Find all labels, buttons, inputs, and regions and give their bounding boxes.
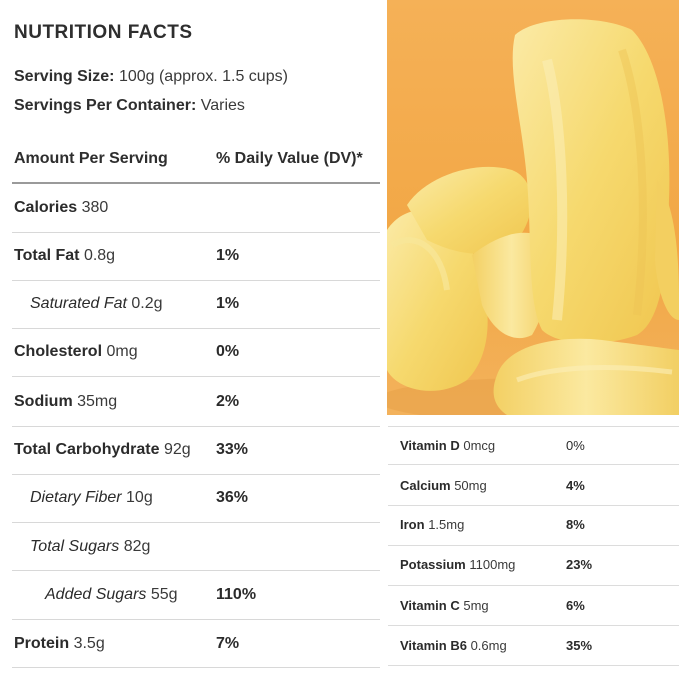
vitamin-divider bbox=[388, 505, 679, 506]
nutrient-name: Total Fat bbox=[14, 247, 80, 264]
nutrient-qty: 0mg bbox=[106, 343, 138, 360]
vitamin-row-vitamin-d: Vitamin D 0mcg bbox=[400, 438, 495, 453]
nutrient-row-dietary-fiber: Dietary Fiber 10g bbox=[30, 489, 153, 507]
nutrient-qty: 0.8g bbox=[83, 247, 116, 264]
vitamin-qty: 0mcg bbox=[463, 438, 496, 453]
nutrient-dv: 33% bbox=[216, 441, 249, 458]
row-divider bbox=[12, 474, 380, 475]
nutrient-name: Added Sugars bbox=[45, 586, 147, 603]
nutrient-name: Saturated Fat bbox=[30, 295, 127, 312]
nutrient-name: Cholesterol bbox=[14, 343, 103, 360]
vitamin-dv: 0% bbox=[566, 438, 585, 453]
vitamin-name: Iron bbox=[400, 517, 425, 532]
vitamin-divider bbox=[388, 464, 679, 465]
nutrient-qty: 82g bbox=[123, 538, 151, 555]
nutrient-qty: 380 bbox=[81, 199, 109, 216]
header-divider bbox=[12, 182, 380, 184]
nutrient-qty: 55g bbox=[150, 586, 178, 603]
serving-size-value: 100g (approx. 1.5 cups) bbox=[118, 68, 288, 85]
vitamin-row-potassium: Potassium 1100mg bbox=[400, 557, 515, 572]
vitamin-name: Vitamin D bbox=[400, 438, 460, 453]
vitamin-dv: 23% bbox=[566, 557, 593, 572]
vitamin-divider bbox=[388, 625, 679, 626]
nutrient-qty: 35mg bbox=[77, 393, 118, 410]
nutrient-row-protein: Protein 3.5g bbox=[14, 635, 105, 653]
nutrient-row-sodium: Sodium 35mg bbox=[14, 393, 117, 411]
row-divider bbox=[12, 376, 380, 377]
nutrient-row-total-fat: Total Fat 0.8g bbox=[14, 247, 115, 265]
row-divider bbox=[12, 280, 380, 281]
row-divider bbox=[12, 570, 380, 571]
row-divider bbox=[12, 328, 380, 329]
serving-size: Serving Size: 100g (approx. 1.5 cups) bbox=[14, 68, 288, 86]
row-divider bbox=[12, 426, 380, 427]
vitamin-name: Calcium bbox=[400, 478, 451, 493]
row-divider bbox=[12, 619, 380, 620]
vitamin-qty: 1100mg bbox=[469, 557, 516, 572]
amount-per-serving-header: Amount Per Serving bbox=[14, 150, 168, 167]
nutrient-qty: 10g bbox=[126, 489, 153, 506]
vitamin-dv: 8% bbox=[566, 517, 585, 532]
nutrient-qty: 0.2g bbox=[131, 295, 163, 312]
nutrient-dv: 0% bbox=[216, 343, 240, 360]
vitamin-name: Potassium bbox=[400, 557, 466, 572]
vitamin-divider bbox=[388, 426, 679, 427]
nutrient-qty: 92g bbox=[163, 441, 191, 458]
vitamin-dv: 6% bbox=[566, 598, 585, 613]
servings-per-container-label: Servings Per Container: bbox=[14, 97, 197, 114]
nutrient-row-cholesterol: Cholesterol 0mg bbox=[14, 343, 138, 361]
daily-value-header: % Daily Value (DV)* bbox=[216, 150, 363, 167]
row-divider bbox=[12, 232, 380, 233]
vitamin-divider bbox=[388, 665, 679, 666]
nutrient-row-total-sugars: Total Sugars 82g bbox=[30, 538, 150, 556]
vitamin-divider bbox=[388, 585, 679, 586]
freeze-dried-fruit-illustration bbox=[387, 0, 679, 415]
nutrient-dv: 36% bbox=[216, 489, 249, 506]
vitamin-name: Vitamin B6 bbox=[400, 638, 467, 653]
nutrient-name: Dietary Fiber bbox=[30, 489, 122, 506]
vitamin-row-vitamin-c: Vitamin C 5mg bbox=[400, 598, 489, 613]
vitamin-dv: 35% bbox=[566, 638, 593, 653]
nutrient-name: Protein bbox=[14, 635, 70, 652]
vitamin-qty: 5mg bbox=[463, 598, 489, 613]
nutrient-name: Calories bbox=[14, 199, 78, 216]
servings-per-container-value: Varies bbox=[200, 97, 245, 114]
nutrient-row-saturated-fat: Saturated Fat 0.2g bbox=[30, 295, 163, 313]
row-divider bbox=[12, 667, 380, 668]
nutrient-name: Total Sugars bbox=[30, 538, 120, 555]
vitamin-row-iron: Iron 1.5mg bbox=[400, 517, 464, 532]
serving-size-label: Serving Size: bbox=[14, 68, 115, 85]
nutrient-name: Total Carbohydrate bbox=[14, 441, 160, 458]
nutrient-dv: 1% bbox=[216, 247, 240, 264]
nutrient-dv: 7% bbox=[216, 635, 240, 652]
row-divider bbox=[12, 522, 380, 523]
nutrient-dv: 2% bbox=[216, 393, 240, 410]
vitamin-name: Vitamin C bbox=[400, 598, 460, 613]
vitamin-qty: 50mg bbox=[454, 478, 487, 493]
nutrient-dv: 110% bbox=[216, 586, 257, 603]
vitamin-qty: 1.5mg bbox=[428, 517, 465, 532]
vitamin-divider bbox=[388, 545, 679, 546]
vitamin-dv: 4% bbox=[566, 478, 585, 493]
product-photo bbox=[387, 0, 679, 415]
vitamin-row-calcium: Calcium 50mg bbox=[400, 478, 487, 493]
servings-per-container: Servings Per Container: Varies bbox=[14, 97, 245, 115]
nutrient-row-added-sugars: Added Sugars 55g bbox=[45, 586, 178, 604]
nutrient-row-total-carbohydrate: Total Carbohydrate 92g bbox=[14, 441, 191, 459]
nutrient-qty: 3.5g bbox=[73, 635, 105, 652]
nutrient-dv: 1% bbox=[216, 295, 240, 312]
vitamin-qty: 0.6mg bbox=[470, 638, 507, 653]
page-title: NUTRITION FACTS bbox=[14, 22, 193, 43]
nutrient-name: Sodium bbox=[14, 393, 73, 410]
nutrient-row-calories: Calories 380 bbox=[14, 199, 108, 217]
vitamin-row-vitamin-b6: Vitamin B6 0.6mg bbox=[400, 638, 507, 653]
